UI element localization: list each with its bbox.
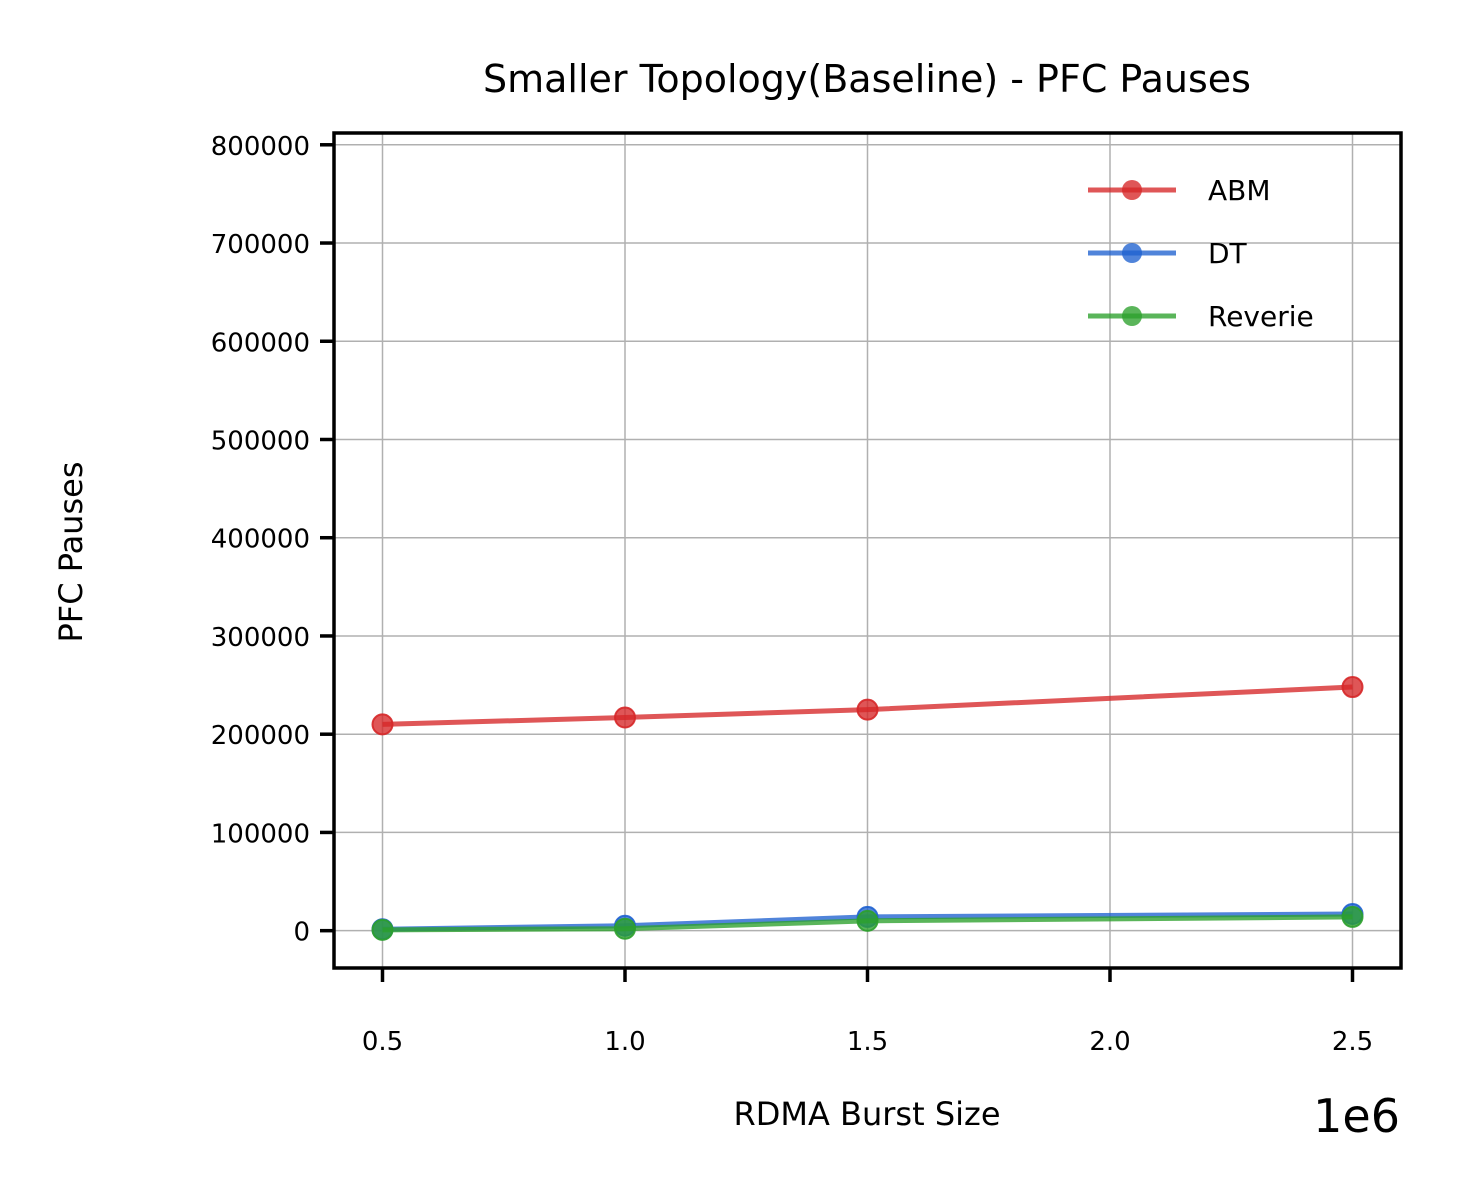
- legend-marker-abm: [1122, 180, 1142, 200]
- y-tick-label: 500000: [211, 426, 310, 456]
- x-tick-label: 2.0: [1089, 1027, 1130, 1057]
- x-axis-ticks: 0.5 1.0 1.5 2.0 2.5: [362, 968, 1373, 1057]
- y-tick-label: 0: [293, 918, 310, 948]
- legend-label-dt: DT: [1208, 237, 1248, 270]
- data-point-abm: [1341, 676, 1364, 699]
- x-tick-label: 2.5: [1332, 1027, 1373, 1057]
- series-layer: [371, 676, 1364, 941]
- x-axis-offset-label: 1e6: [1313, 1089, 1400, 1143]
- x-tick-label: 1.0: [604, 1027, 645, 1057]
- x-tick-label: 1.5: [847, 1027, 888, 1057]
- data-point-abm: [371, 713, 394, 736]
- y-tick-label: 700000: [211, 230, 310, 260]
- x-tick-label: 0.5: [362, 1027, 403, 1057]
- series-line-reverie: [382, 914, 1353, 933]
- y-tick-label: 800000: [211, 132, 310, 162]
- data-point-reverie: [371, 918, 394, 941]
- y-tick-label: 100000: [211, 819, 310, 849]
- x-axis-label: RDMA Burst Size: [733, 1095, 1000, 1133]
- series-line-abm: [382, 684, 1353, 727]
- legend-label-abm: ABM: [1208, 174, 1271, 207]
- y-tick-label: 300000: [211, 623, 310, 653]
- legend-marker-reverie: [1122, 306, 1142, 326]
- chart-title: Smaller Topology(Baseline) - PFC Pauses: [483, 57, 1251, 101]
- data-point-abm: [856, 698, 879, 721]
- y-tick-label: 600000: [211, 328, 310, 358]
- y-axis-ticks: 0 100000 200000 300000 400000 500000 600000 700…: [211, 132, 334, 948]
- y-axis-label: PFC Pauses: [52, 462, 90, 643]
- y-tick-label: 400000: [211, 525, 310, 555]
- data-point-reverie: [1341, 905, 1364, 928]
- legend-label-reverie: Reverie: [1208, 300, 1314, 333]
- data-point-abm: [614, 706, 636, 729]
- data-point-reverie: [614, 917, 636, 940]
- legend-marker-dt: [1122, 243, 1142, 263]
- legend: ABM DT Reverie: [1088, 174, 1314, 333]
- y-tick-label: 200000: [211, 721, 310, 751]
- data-point-reverie: [856, 909, 879, 932]
